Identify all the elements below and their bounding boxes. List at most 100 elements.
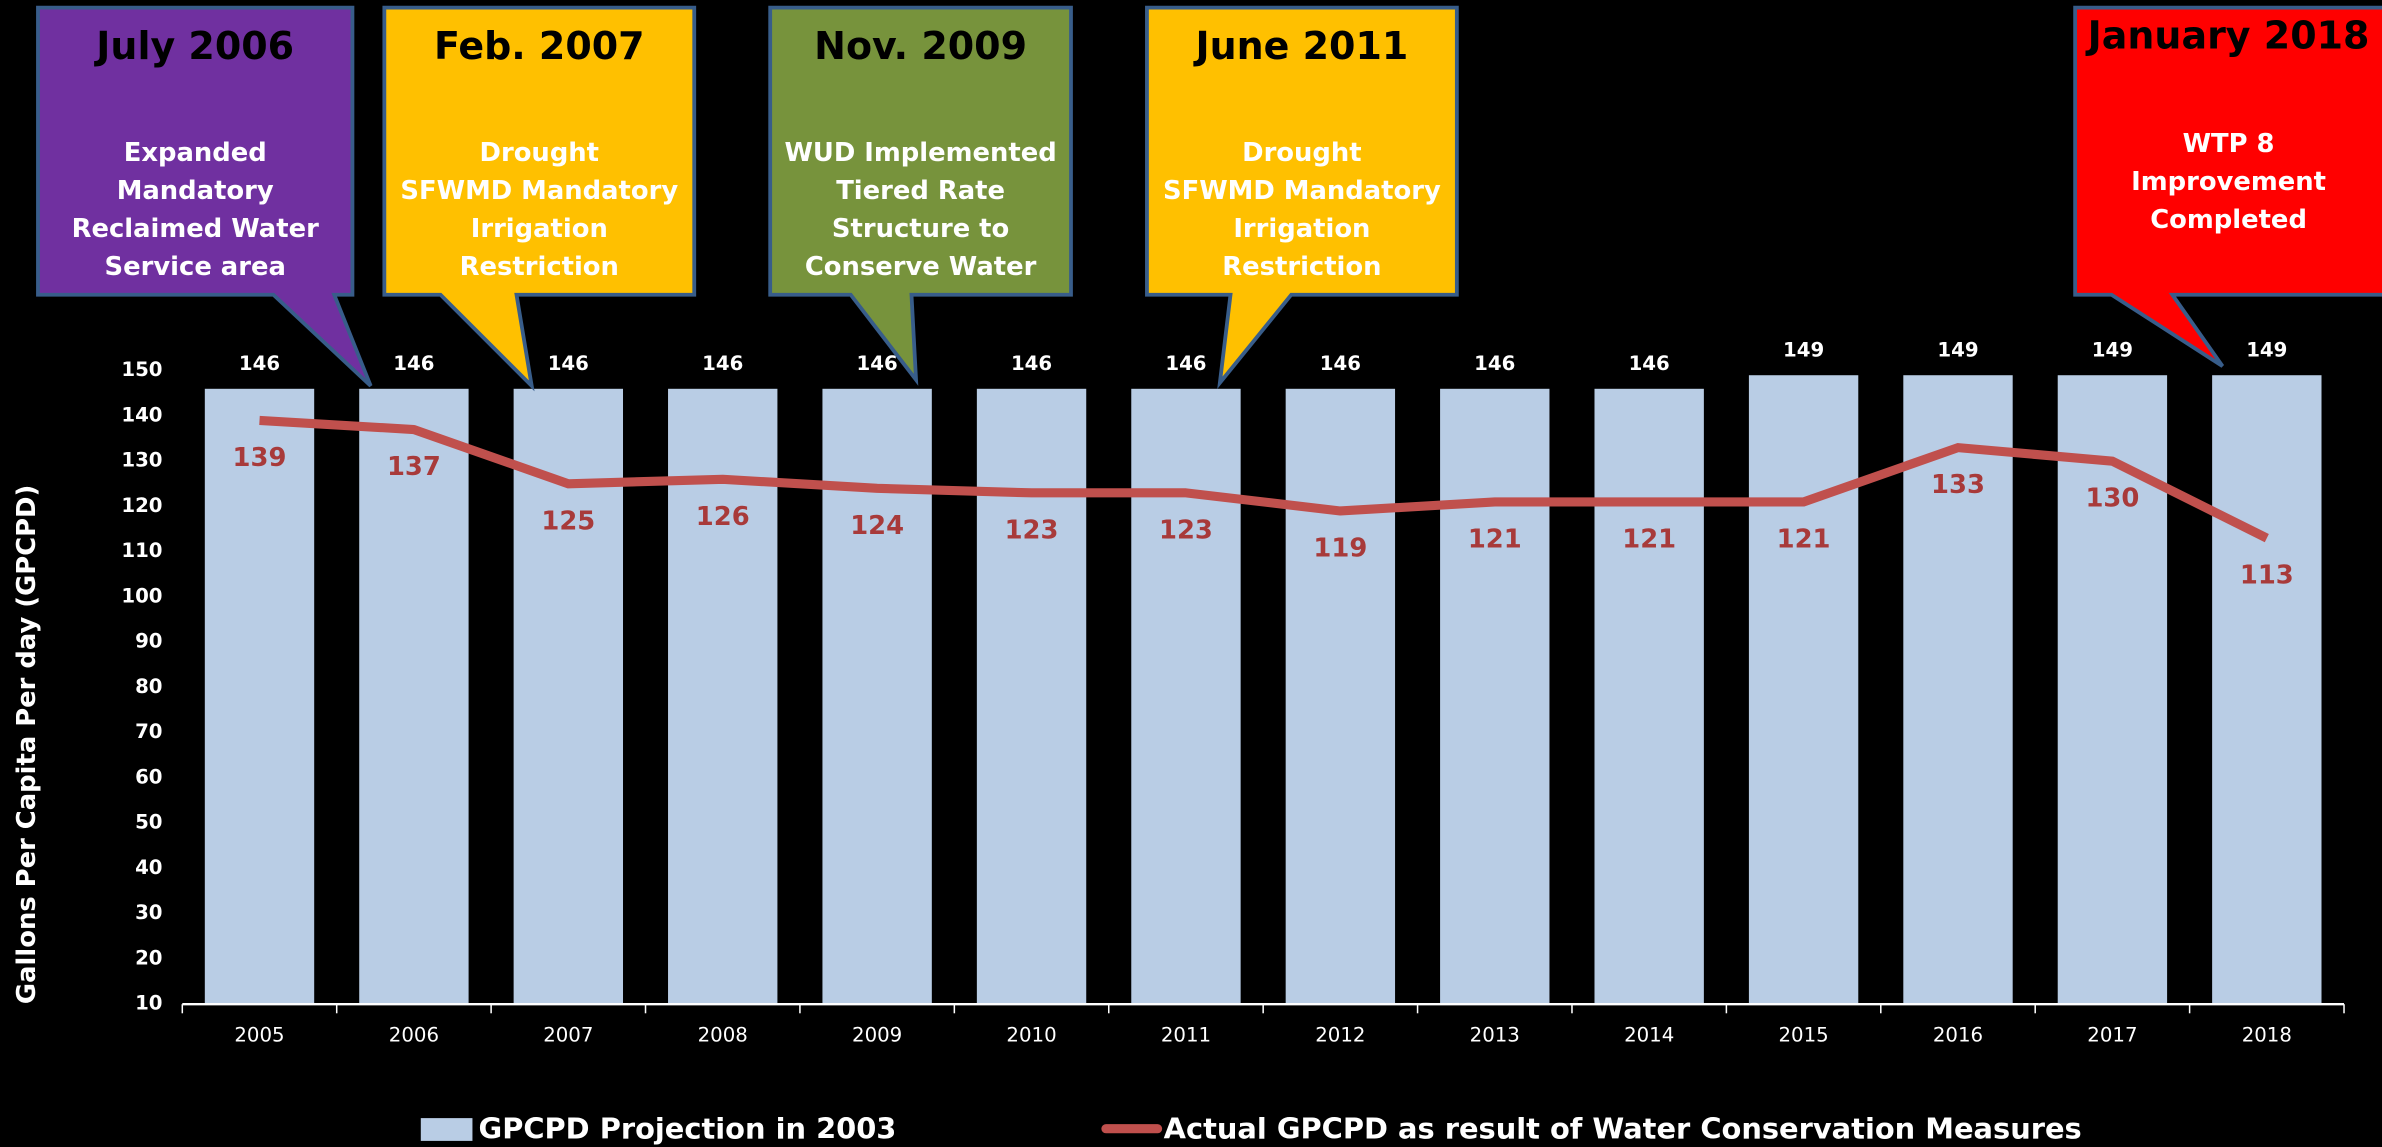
callout-text: Completed (2150, 205, 2307, 235)
callout-text: Tiered Rate (836, 176, 1005, 206)
line-value-label: 139 (233, 443, 287, 473)
x-tick-label: 2018 (2242, 1024, 2292, 1047)
line-value-label: 121 (1468, 524, 1522, 554)
bar (1440, 388, 1550, 1005)
line-value-label: 130 (2085, 484, 2139, 514)
callout-title: June 2011 (1192, 24, 1408, 68)
bar-value-label: 149 (1937, 338, 1978, 361)
bar-value-label: 146 (548, 352, 589, 375)
bar-value-label: 149 (2246, 338, 2287, 361)
bar (204, 388, 315, 1005)
y-tick-label: 10 (135, 992, 162, 1015)
callout-text: SFWMD Mandatory (400, 176, 678, 206)
line-value-label: 123 (1159, 515, 1213, 545)
callout-text: Expanded (124, 138, 267, 168)
x-tick-label: 2005 (234, 1024, 284, 1047)
callout-text: Drought (1242, 138, 1361, 168)
bar-value-label: 146 (1629, 352, 1670, 375)
bar-value-label: 146 (393, 352, 434, 375)
y-tick-label: 120 (121, 494, 162, 517)
callout-text: Reclaimed Water (72, 214, 319, 244)
bar-value-label: 146 (1165, 352, 1206, 375)
callout-text: Restriction (460, 252, 619, 282)
y-tick-label: 140 (121, 403, 162, 426)
callout-text: Irrigation (471, 214, 608, 244)
y-tick-label: 150 (121, 358, 162, 381)
x-tick-label: 2017 (2087, 1024, 2137, 1047)
bar-value-label: 149 (2092, 338, 2133, 361)
callout-box (768, 5, 1073, 386)
callout-text: Mandatory (117, 176, 274, 206)
bar (1131, 388, 1241, 1005)
line-value-label: 121 (1777, 524, 1831, 554)
callout-text: Drought (480, 138, 599, 168)
callout-box (1145, 5, 1459, 390)
callout-title: January 2018 (2085, 14, 2370, 58)
legend-swatch (420, 1118, 473, 1141)
callout-title: July 2006 (93, 24, 294, 68)
bar (1748, 375, 1859, 1005)
bar-value-label: 146 (857, 352, 898, 375)
legend-label: GPCPD Projection in 2003 (479, 1111, 897, 1145)
x-tick-label: 2010 (1006, 1024, 1056, 1047)
x-tick-label: 2009 (852, 1024, 902, 1047)
y-tick-label: 110 (121, 539, 162, 562)
bar-value-label: 146 (239, 352, 280, 375)
y-tick-label: 70 (135, 720, 162, 743)
line-value-label: 123 (1005, 515, 1059, 545)
y-tick-label: 80 (135, 675, 162, 698)
line-value-label: 113 (2240, 561, 2294, 591)
bar-value-label: 146 (702, 352, 743, 375)
x-tick-label: 2012 (1315, 1024, 1365, 1047)
callout-text: WUD Implemented (784, 138, 1056, 168)
bar (2212, 375, 2322, 1005)
y-tick-label: 40 (135, 856, 162, 879)
callout-title: Nov. 2009 (814, 24, 1027, 68)
bar-value-label: 146 (1474, 352, 1515, 375)
y-tick-label: 30 (135, 901, 162, 924)
line-value-label: 137 (387, 452, 441, 482)
y-tick-label: 90 (135, 630, 162, 653)
callout-text: Service area (105, 252, 286, 282)
bar (359, 388, 469, 1005)
y-tick-label: 50 (135, 811, 162, 834)
x-tick-label: 2011 (1161, 1024, 1211, 1047)
callout-box (36, 5, 373, 388)
callout-title: Feb. 2007 (434, 24, 645, 68)
bar (822, 388, 932, 1005)
callout-text: WTP 8 (2183, 129, 2275, 159)
bar-value-label: 149 (1783, 338, 1824, 361)
callout-box (2073, 5, 2382, 368)
legend-label: Actual GPCPD as result of Water Conserva… (1164, 1111, 2082, 1145)
line-value-label: 121 (1622, 524, 1676, 554)
x-tick-label: 2008 (698, 1024, 748, 1047)
y-tick-label: 60 (135, 765, 162, 788)
x-tick-label: 2013 (1470, 1024, 1520, 1047)
line-value-label: 124 (850, 511, 904, 541)
callout-text: SFWMD Mandatory (1163, 176, 1441, 206)
line-value-label: 133 (1931, 470, 1985, 500)
bar-value-label: 146 (1011, 352, 1052, 375)
bar (513, 388, 624, 1005)
bar (1285, 388, 1396, 1005)
callout-text: Irrigation (1233, 214, 1370, 244)
bar (2057, 375, 2168, 1005)
bar (1903, 375, 2013, 1005)
callout-text: Structure to (832, 214, 1009, 244)
x-tick-label: 2015 (1778, 1024, 1828, 1047)
x-tick-label: 2007 (543, 1024, 593, 1047)
line-value-label: 125 (541, 506, 595, 536)
bar (1594, 388, 1704, 1005)
line-series (259, 415, 2269, 543)
callout-text: Restriction (1222, 252, 1381, 282)
x-tick-label: 2014 (1624, 1024, 1674, 1047)
callout-text: Improvement (2131, 167, 2326, 197)
y-tick-label: 20 (135, 946, 162, 969)
bar (668, 388, 778, 1005)
y-tick-label: 100 (121, 584, 162, 607)
y-axis-label: Gallons Per Capita Per day (GPCPD) (12, 485, 42, 1004)
line-value-label: 119 (1313, 533, 1367, 563)
bar-value-label: 146 (1320, 352, 1361, 375)
